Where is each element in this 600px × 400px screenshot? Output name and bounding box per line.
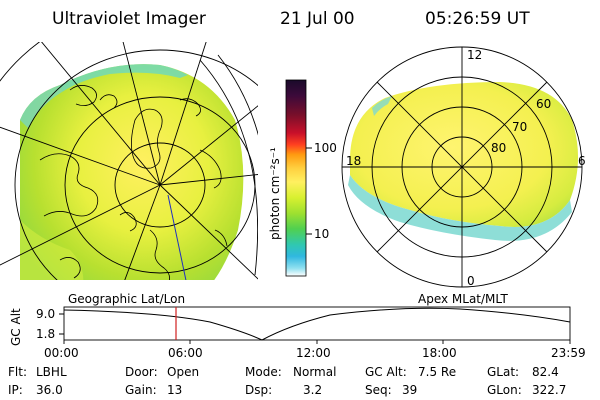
glon-value: 322.7 — [532, 383, 566, 397]
xtick-0600: 06:00 — [168, 346, 203, 360]
mlt-label-18: 18 — [346, 154, 361, 168]
glat-label: GLat: — [487, 365, 519, 379]
instrument-title: Ultraviolet Imager — [52, 9, 206, 29]
right-panel-caption: Apex MLat/MLT — [418, 292, 508, 306]
colorbar-tick-100: 100 — [314, 141, 337, 155]
left-lon-grid — [0, 42, 258, 280]
ground-track — [167, 194, 187, 280]
altitude-plot: GC Alt 9.0 1.8 00:00 06:00 12:00 18:00 2… — [9, 306, 586, 360]
xtick-1200: 12:00 — [296, 346, 331, 360]
xtick-2359: 23:59 — [551, 346, 586, 360]
altitude-ylabel: GC Alt — [9, 308, 23, 346]
gain-label: Gain: — [125, 383, 157, 397]
door-value: Open — [167, 365, 199, 379]
door-label: Door: — [125, 365, 158, 379]
mlt-label-0: 0 — [467, 274, 475, 288]
xtick-0000: 00:00 — [44, 346, 79, 360]
date-label: 21 Jul 00 — [280, 9, 355, 29]
glat-value: 82.4 — [532, 365, 559, 379]
flt-value: LBHL — [36, 365, 67, 379]
lat-label-70: 70 — [512, 120, 527, 134]
lat-label-60: 60 — [536, 97, 551, 111]
dsp-label: Dsp: — [245, 383, 272, 397]
time-label: 05:26:59 UT — [425, 9, 530, 29]
mlt-label-6: 6 — [578, 154, 586, 168]
altitude-curve — [63, 307, 571, 341]
geographic-map — [0, 42, 258, 280]
seq-label: Seq: — [365, 383, 392, 397]
colorbar-unit-label: photon cm⁻²s⁻¹ — [268, 147, 282, 240]
mode-value: Normal — [293, 365, 336, 379]
lat-label-80: 80 — [491, 141, 506, 155]
mode-label: Mode: — [245, 365, 282, 379]
apex-polar-plot: 12 18 6 0 60 70 80 — [341, 46, 586, 288]
xtick-1800: 18:00 — [422, 346, 457, 360]
gain-value: 13 — [167, 383, 182, 397]
left-panel-caption: Geographic Lat/Lon — [68, 292, 185, 306]
coastlines — [39, 85, 228, 280]
altitude-ytick-bottom: 1.8 — [36, 327, 55, 341]
flt-label: Flt: — [8, 365, 27, 379]
mlt-label-12: 12 — [467, 48, 482, 62]
ip-value: 36.0 — [36, 383, 63, 397]
status-footer: Flt: LBHL IP: 36.0 Door: Open Gain: 13 M… — [8, 365, 566, 397]
seq-value: 39 — [402, 383, 417, 397]
colorbar — [285, 79, 307, 277]
ip-label: IP: — [8, 383, 23, 397]
glon-label: GLon: — [487, 383, 522, 397]
altitude-ytick-top: 9.0 — [36, 307, 55, 321]
colorbar-tick-10: 10 — [314, 227, 329, 241]
dsp-value: 3.2 — [303, 383, 322, 397]
gcalt-value: 7.5 Re — [418, 365, 456, 379]
gcalt-label: GC Alt: — [365, 365, 407, 379]
